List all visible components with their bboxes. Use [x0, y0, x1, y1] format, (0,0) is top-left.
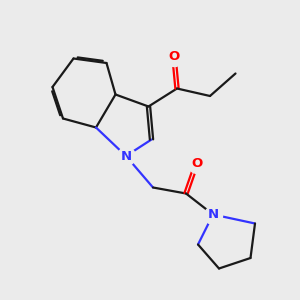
Text: O: O [168, 50, 180, 64]
Text: O: O [191, 157, 202, 170]
Text: N: N [120, 149, 132, 163]
Text: N: N [207, 208, 219, 221]
